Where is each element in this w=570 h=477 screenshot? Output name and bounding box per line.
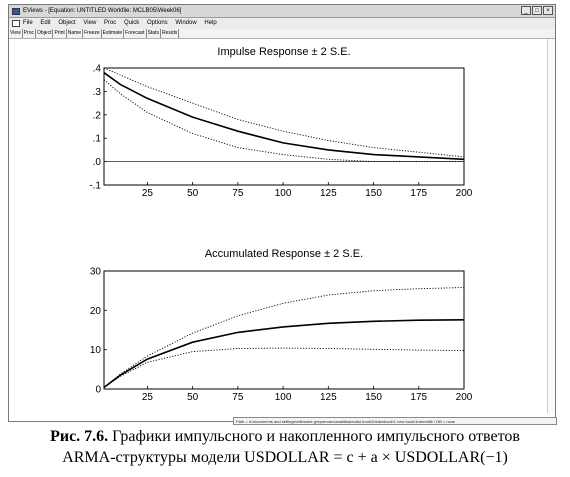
maximize-button[interactable]: □	[532, 6, 542, 15]
forecast-button[interactable]: Forecast	[125, 29, 147, 38]
x-tick-label: 25	[142, 392, 154, 403]
x-tick-label: 175	[410, 392, 427, 403]
window-title: EViews - [Equation: UNTITLED Workfile: M…	[23, 8, 182, 14]
menu-edit[interactable]: Edit	[40, 20, 51, 26]
minimize-button[interactable]: _	[521, 6, 531, 15]
status-path: Path = d:\documents and settings\elle\so…	[236, 419, 456, 424]
chart-title: Impulse Response ± 2 S.E.	[217, 46, 350, 58]
plot-frame	[103, 270, 465, 390]
menu-proc[interactable]: Proc	[103, 20, 117, 26]
x-tick-label: 75	[232, 188, 244, 199]
y-tick-label: 0	[95, 385, 101, 396]
lower-band-line	[103, 79, 464, 163]
x-tick-label: 125	[320, 188, 337, 199]
vertical-scrollbar[interactable]	[547, 39, 555, 413]
status-bar: Path = d:\documents and settings\elle\so…	[233, 417, 557, 425]
menu-help[interactable]: Help	[204, 20, 217, 26]
menu-options[interactable]: Options	[146, 20, 168, 26]
caption-line-1: Графики импульсного и накопленного импул…	[108, 428, 520, 445]
x-tick-label: 175	[410, 188, 427, 199]
x-tick-label: 125	[320, 392, 337, 403]
app-icon	[12, 8, 20, 15]
x-tick-label: 150	[365, 392, 382, 403]
x-tick-label: 200	[456, 392, 473, 403]
resids-button[interactable]: Resids	[161, 29, 180, 38]
object-button[interactable]: Object	[37, 29, 54, 38]
menu-object[interactable]: Object	[58, 20, 76, 26]
caption-label: Рис. 7.6.	[50, 428, 109, 445]
x-tick-label: 50	[187, 392, 199, 403]
y-tick-label: 10	[90, 345, 102, 356]
y-tick-label: .4	[93, 64, 102, 75]
caption-line-2: ARMA-структуры модели USDOLLAR = c + a ×…	[62, 449, 508, 466]
window-titlebar[interactable]: EViews - [Equation: UNTITLED Workfile: M…	[9, 5, 555, 18]
figure-caption: Рис. 7.6. Графики импульсного и накоплен…	[0, 426, 570, 468]
freeze-button[interactable]: Freeze	[84, 29, 102, 38]
y-tick-label: .0	[93, 157, 102, 168]
y-tick-label: 30	[90, 267, 102, 278]
menu-quick[interactable]: Quick	[123, 20, 140, 26]
response-line	[103, 72, 465, 161]
equation-toolbar: View Proc Object Print Name Freeze Estim…	[9, 29, 555, 39]
chart-area: Impulse Response ± 2 S.E.25 50 75 100 125 150…	[89, 46, 473, 403]
x-tick-label: 50	[187, 188, 199, 199]
x-tick-label: 75	[232, 392, 244, 403]
lower-band-line	[103, 347, 465, 388]
y-tick-label: 20	[90, 306, 102, 317]
name-button[interactable]: Name	[67, 29, 84, 38]
eviews-window: EViews - [Equation: UNTITLED Workfile: M…	[8, 4, 557, 425]
menubar: File Edit Object View Proc Quick Options…	[9, 18, 555, 29]
print-button[interactable]: Print	[54, 29, 67, 38]
document-icon[interactable]	[12, 20, 20, 27]
y-tick-label: .1	[93, 134, 102, 145]
x-tick-label: 25	[142, 188, 154, 199]
response-line	[103, 319, 465, 389]
y-tick-label: -.1	[89, 181, 101, 192]
menu-file[interactable]: File	[23, 20, 33, 26]
close-button[interactable]: ×	[543, 6, 553, 15]
x-tick-label: 200	[456, 188, 473, 199]
x-tick-label: 100	[275, 188, 292, 199]
plot-frame	[103, 67, 465, 186]
estimate-button[interactable]: Estimate	[102, 29, 125, 38]
chart-title: Accumulated Response ± 2 S.E.	[205, 248, 363, 260]
chart-2: Accumulated Response ± 2 S.E.25 50 75 100 12…	[90, 248, 473, 403]
stats-button[interactable]: Stats	[147, 29, 161, 38]
upper-band-line	[103, 287, 465, 388]
x-tick-label: 100	[275, 392, 292, 403]
menu-view[interactable]: View	[83, 20, 97, 26]
x-tick-label: 150	[365, 188, 382, 199]
chart-1: Impulse Response ± 2 S.E. 25 50 75 100 125 150…	[89, 46, 472, 199]
y-tick-label: .3	[93, 87, 102, 98]
y-tick-label: .2	[93, 110, 102, 121]
proc-button[interactable]: Proc	[23, 29, 37, 38]
menu-window[interactable]: Window	[175, 20, 197, 26]
view-button[interactable]: View	[10, 29, 23, 38]
